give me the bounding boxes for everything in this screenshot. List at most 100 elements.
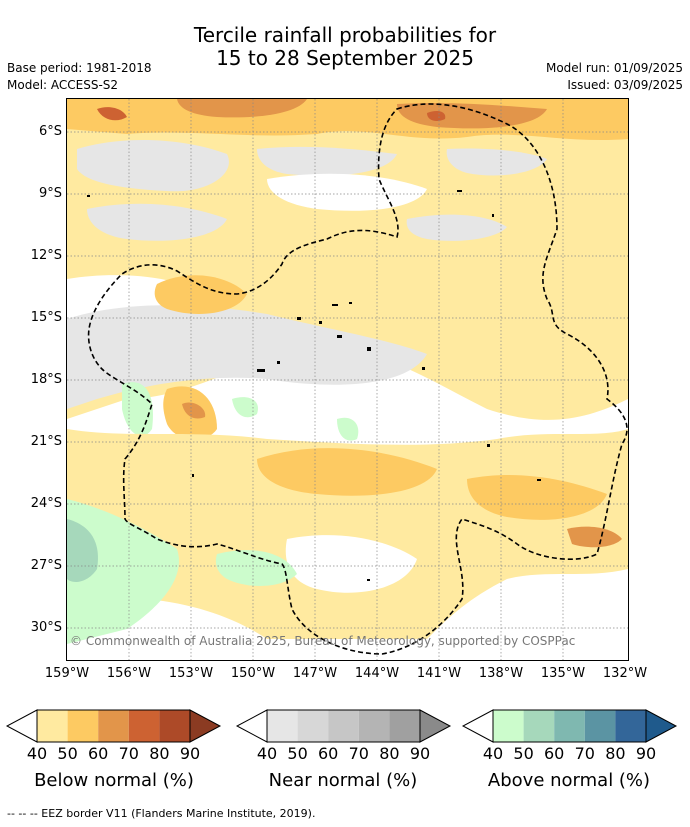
near-swatch-40: [267, 710, 298, 742]
below-60-south: [567, 526, 622, 548]
below-tick-40: 40: [26, 744, 48, 763]
map-canvas: [67, 99, 628, 660]
below-50-south-b: [467, 474, 607, 520]
base-period-text: Base period: 1981-2018: [7, 61, 152, 75]
above-40-spot-b: [232, 397, 258, 418]
below-70-spot: [427, 111, 446, 121]
below-50-central-a: [154, 275, 247, 314]
model-run-text: Model run: 01/09/2025: [545, 61, 683, 75]
below-50-south-a: [257, 448, 437, 496]
above-arrow-low: [461, 709, 494, 743]
near-north-c: [446, 148, 547, 176]
model-name-text: Model: ACCESS-S2: [7, 78, 119, 92]
graticule: [67, 99, 628, 660]
title-line-2: 15 to 28 September 2025: [216, 46, 474, 70]
below-normal-colorbar: [5, 709, 222, 743]
near-normal-title: Near normal (%): [268, 770, 418, 791]
above-swatch-70: [584, 710, 616, 742]
below-swatch-70: [128, 710, 160, 742]
near-tick-80: 80: [379, 744, 400, 763]
above-swatch-50: [523, 710, 555, 742]
near-mid-a: [87, 203, 227, 241]
above-tick-50: 50: [513, 744, 534, 763]
above-tick-40: 40: [482, 744, 504, 763]
below-tick-60: 60: [88, 744, 109, 763]
title-line-1: Tercile rainfall probabilities for: [193, 23, 497, 47]
near-north-b: [257, 146, 397, 176]
lat-label-27s: 27°S: [30, 558, 62, 573]
above-tick-90: 90: [635, 744, 657, 763]
below-arrow-high: [189, 709, 222, 743]
lon-label-138w: 138°W: [478, 666, 524, 681]
below-swatch-50: [67, 710, 99, 742]
below-swatch-60: [98, 710, 129, 742]
below-70-spot-west: [97, 107, 127, 121]
near-tick-60: 60: [318, 744, 339, 763]
probability-map: [66, 98, 629, 661]
near-tick-40: 40: [256, 744, 278, 763]
below-arrow-low: [5, 709, 38, 743]
near-tick-90: 90: [409, 744, 431, 763]
below-swatch-80: [159, 710, 190, 742]
above-tick-70: 70: [574, 744, 595, 763]
eez-footnote: -- -- -- EEZ border V11 (Flanders Marine…: [7, 807, 316, 820]
near-tick-70: 70: [348, 744, 369, 763]
below-60-central: [182, 402, 206, 419]
lat-label-30s: 30°S: [30, 620, 62, 635]
above-40-spot-c: [337, 417, 359, 441]
below-tick-90: 90: [179, 744, 201, 763]
below-tick-80: 80: [149, 744, 170, 763]
lon-label-159w: 159°W: [44, 666, 90, 681]
above-swatch-80: [615, 710, 646, 742]
near-swatch-80: [389, 710, 420, 742]
near-band-central: [67, 305, 427, 409]
near-tick-50: 50: [287, 744, 308, 763]
white-north: [267, 173, 427, 211]
lat-label-24s: 24°S: [30, 496, 62, 511]
below-swatch-40: [37, 710, 68, 742]
lat-label-9s: 9°S: [38, 186, 62, 201]
near-normal-colorbar: [235, 709, 452, 743]
below-60-north-east: [397, 102, 547, 129]
lon-label-141w: 141°W: [416, 666, 462, 681]
lat-label-6s: 6°S: [38, 124, 62, 139]
near-swatch-50: [297, 710, 329, 742]
below-tick-70: 70: [118, 744, 139, 763]
eez-border: [87, 103, 628, 655]
lon-label-144w: 144°W: [354, 666, 400, 681]
above-swatch-60: [554, 710, 585, 742]
near-swatch-70: [358, 710, 390, 742]
lat-label-15s: 15°S: [30, 310, 62, 325]
above-normal-colorbar: [461, 709, 678, 743]
model-info: Base period: 1981-2018 Model: ACCESS-S2: [7, 60, 152, 94]
lat-label-21s: 21°S: [30, 434, 62, 449]
above-tick-80: 80: [605, 744, 626, 763]
above-arrow-high: [645, 709, 678, 743]
near-arrow-low: [235, 709, 268, 743]
islands: [87, 190, 541, 581]
lon-label-132w: 132°W: [602, 666, 648, 681]
above-tick-60: 60: [544, 744, 565, 763]
copyright-notice: © Commonwealth of Australia 2025, Bureau…: [70, 634, 576, 648]
run-info: Model run: 01/09/2025 Issued: 03/09/2025: [546, 60, 683, 94]
near-mid-b: [406, 214, 507, 241]
below-60-north: [177, 99, 307, 118]
lon-label-150w: 150°W: [230, 666, 276, 681]
lon-label-156w: 156°W: [106, 666, 152, 681]
map-title: Tercile rainfall probabilities for 15 to…: [0, 24, 690, 70]
lat-label-18s: 18°S: [30, 372, 62, 387]
white-south: [285, 535, 417, 593]
lon-label-135w: 135°W: [540, 666, 586, 681]
above-40-south-mid: [215, 550, 297, 586]
issued-text: Issued: 03/09/2025: [567, 78, 683, 92]
below-tick-50: 50: [57, 744, 78, 763]
near-swatch-60: [328, 710, 359, 742]
near-arrow-high: [419, 709, 452, 743]
below-normal-title: Below normal (%): [34, 770, 194, 791]
above-swatch-40: [493, 710, 524, 742]
colorbars: [5, 709, 678, 743]
above-normal-title: Above normal (%): [487, 770, 651, 791]
lat-label-12s: 12°S: [30, 248, 62, 263]
lon-label-147w: 147°W: [292, 666, 338, 681]
lon-label-153w: 153°W: [168, 666, 214, 681]
